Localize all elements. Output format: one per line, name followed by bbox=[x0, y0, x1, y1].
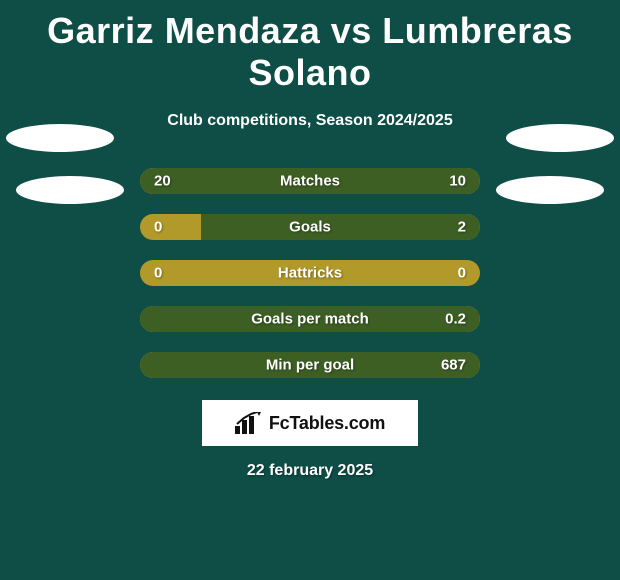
stat-label: Matches bbox=[280, 173, 340, 190]
decorative-oval bbox=[6, 124, 114, 152]
stat-row: 0 2 Goals bbox=[0, 214, 620, 240]
bar-chart-icon bbox=[235, 412, 261, 434]
logo-box: FcTables.com bbox=[202, 400, 418, 446]
footer-date: 22 february 2025 bbox=[0, 462, 620, 480]
stat-bar: 0 0 Hattricks bbox=[140, 260, 480, 286]
stat-row: 687 Min per goal bbox=[0, 352, 620, 378]
stat-bar: 0.2 Goals per match bbox=[140, 306, 480, 332]
stat-right-value: 0 bbox=[458, 265, 466, 282]
bar-right-fill bbox=[201, 214, 480, 240]
stat-row: 0.2 Goals per match bbox=[0, 306, 620, 332]
stat-label: Hattricks bbox=[278, 265, 342, 282]
stat-left-value: 20 bbox=[154, 173, 171, 190]
decorative-oval bbox=[16, 176, 124, 204]
stat-right-value: 2 bbox=[458, 219, 466, 236]
stat-bar: 687 Min per goal bbox=[140, 352, 480, 378]
stat-right-value: 687 bbox=[441, 357, 466, 374]
stat-left-value: 0 bbox=[154, 265, 162, 282]
stat-label: Min per goal bbox=[266, 357, 354, 374]
stat-right-value: 0.2 bbox=[445, 311, 466, 328]
page-title: Garriz Mendaza vs Lumbreras Solano bbox=[0, 0, 620, 94]
stat-left-value: 0 bbox=[154, 219, 162, 236]
logo-text: FcTables.com bbox=[269, 413, 385, 434]
stat-row: 0 0 Hattricks bbox=[0, 260, 620, 286]
decorative-oval bbox=[496, 176, 604, 204]
stat-label: Goals bbox=[289, 219, 331, 236]
stat-label: Goals per match bbox=[251, 311, 369, 328]
stat-right-value: 10 bbox=[449, 173, 466, 190]
stat-bar: 0 2 Goals bbox=[140, 214, 480, 240]
decorative-oval bbox=[506, 124, 614, 152]
stat-bar: 20 10 Matches bbox=[140, 168, 480, 194]
